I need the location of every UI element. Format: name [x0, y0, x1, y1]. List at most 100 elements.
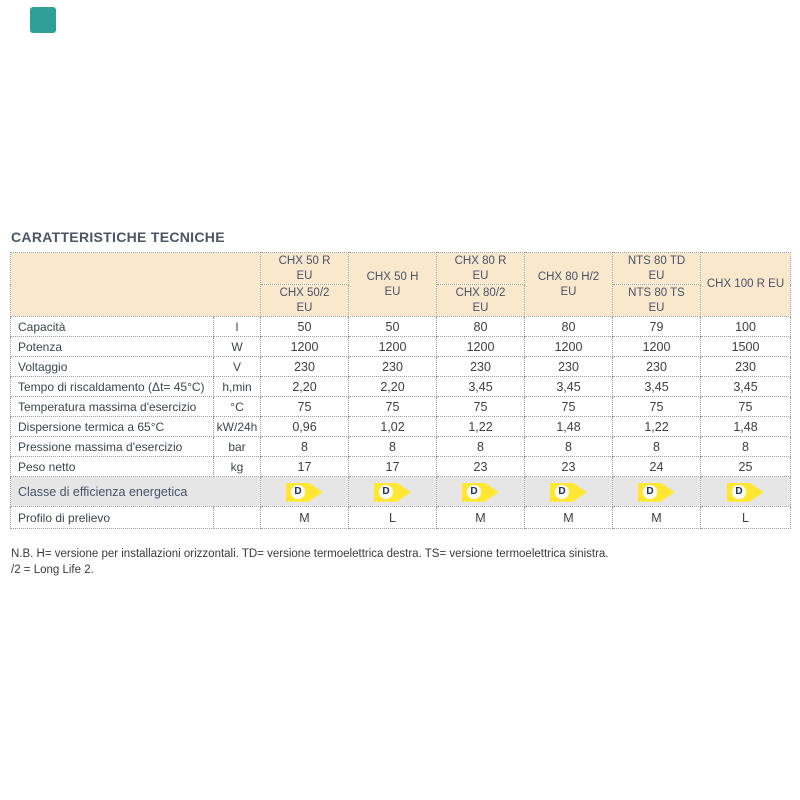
cell-value: 75 [260, 396, 349, 417]
cell-value: 8 [260, 436, 349, 457]
energy-badge-cell: D [612, 476, 701, 507]
cell-value: 8 [700, 436, 791, 457]
column-header-chx-80-h2: CHX 80 H/2 EU [524, 252, 613, 317]
cell-value: 80 [524, 316, 613, 337]
cell-value: 3,45 [524, 376, 613, 397]
column-header-nts-80-td: NTS 80 TD EU [612, 252, 701, 285]
cell-value: 23 [524, 456, 613, 477]
cell-value: 8 [348, 436, 437, 457]
cell-value: 1200 [436, 336, 525, 357]
column-header-nts-80-ts: NTS 80 TS EU [612, 284, 701, 317]
cell-value: 79 [612, 316, 701, 337]
row-unit [213, 506, 261, 529]
column-header-chx-50-2: CHX 50/2 EU [260, 284, 349, 317]
table-row-capacita: Capacità l 50 50 80 80 79 100 [10, 316, 791, 337]
header-row-bottom: CHX 50/2 EU CHX 80/2 EU NTS 80 TS EU [11, 284, 791, 317]
cell-value: 2,20 [260, 376, 349, 397]
row-unit: kW/24h [213, 416, 261, 437]
cell-value: 17 [260, 456, 349, 477]
cell-value: M [436, 506, 525, 529]
row-label: Pressione massima d'esercizio [10, 436, 214, 457]
cell-value: 1500 [700, 336, 791, 357]
column-header-chx-50-h: CHX 50 H EU [348, 252, 437, 317]
table-row-temperatura-massima: Temperatura massima d'esercizio °C 75 75… [10, 396, 791, 417]
energy-class-letter: D [555, 485, 569, 500]
cell-value: 75 [612, 396, 701, 417]
cell-value: 1,48 [524, 416, 613, 437]
energy-class-label: Classe di efficienza energetica [10, 476, 261, 507]
column-header-chx-80-2: CHX 80/2 EU [436, 284, 525, 317]
energy-class-letter: D [379, 485, 393, 500]
cell-value: 75 [700, 396, 791, 417]
row-label: Potenza [10, 336, 214, 357]
cell-value: 80 [436, 316, 525, 337]
cell-value: 8 [436, 436, 525, 457]
table-row-pressione-massima: Pressione massima d'esercizio bar 8 8 8 … [10, 436, 791, 457]
cell-value: 3,45 [612, 376, 701, 397]
row-unit: h,min [213, 376, 261, 397]
cell-value: M [260, 506, 349, 529]
cell-value: 1,22 [612, 416, 701, 437]
cell-value: 230 [612, 356, 701, 377]
energy-badge-cell: D [700, 476, 791, 507]
cell-value: 8 [612, 436, 701, 457]
cell-value: 230 [348, 356, 437, 377]
header-row-top: CHX 50 R EU CHX 50 H EU CHX 80 R EU CHX … [10, 252, 791, 317]
cell-value: 50 [260, 316, 349, 337]
energy-class-letter: D [643, 485, 657, 500]
cell-value: 0,96 [260, 416, 349, 437]
cell-value: 230 [524, 356, 613, 377]
cell-value: M [524, 506, 613, 529]
cell-value: 1200 [612, 336, 701, 357]
cell-value: 24 [612, 456, 701, 477]
table-row-potenza: Potenza W 1200 1200 1200 1200 1200 1500 [10, 336, 791, 357]
cell-value: 75 [436, 396, 525, 417]
footnote-line-2: /2 = Long Life 2. [11, 564, 94, 576]
cell-value: 50 [348, 316, 437, 337]
cell-value: 75 [524, 396, 613, 417]
row-label: Voltaggio [10, 356, 214, 377]
row-unit: V [213, 356, 261, 377]
cell-value: 3,45 [436, 376, 525, 397]
cell-value: 17 [348, 456, 437, 477]
logo-square [30, 7, 56, 33]
energy-badge-cell: D [260, 476, 349, 507]
cell-value: L [700, 506, 791, 529]
footnote-line-1: N.B. H= versione per installazioni orizz… [11, 548, 609, 560]
energy-class-d-badge: D [286, 482, 323, 502]
cell-value: 230 [260, 356, 349, 377]
table-row-peso-netto: Peso netto kg 17 17 23 23 24 25 [10, 456, 791, 477]
cell-value: 1200 [524, 336, 613, 357]
row-label: Capacità [10, 316, 214, 337]
cell-value: 1200 [260, 336, 349, 357]
page-title: CARATTERISTICHE TECNICHE [11, 229, 225, 245]
row-unit: kg [213, 456, 261, 477]
cell-value: 1,22 [436, 416, 525, 437]
column-header-chx-50-r: CHX 50 R EU [260, 252, 349, 285]
energy-class-d-badge: D [550, 482, 587, 502]
header-corner-cell [10, 252, 261, 317]
row-label: Tempo di riscaldamento (Δt= 45°C) [10, 376, 214, 397]
energy-class-d-badge: D [462, 482, 499, 502]
energy-class-letter: D [732, 485, 746, 500]
table-row-tempo-riscaldamento: Tempo di riscaldamento (Δt= 45°C) h,min … [10, 376, 791, 397]
energy-class-d-badge: D [374, 482, 411, 502]
cell-value: 100 [700, 316, 791, 337]
energy-class-letter: D [467, 485, 481, 500]
row-label: Dispersione termica a 65°C [10, 416, 214, 437]
cell-value: 230 [436, 356, 525, 377]
cell-value: 2,20 [348, 376, 437, 397]
table-row-profilo-prelievo: Profilo di prelievo M L M M M L [10, 506, 791, 529]
cell-value: 8 [524, 436, 613, 457]
table-row-classe-efficienza: Classe di efficienza energetica D D D D … [10, 476, 791, 507]
cell-value: 1,02 [348, 416, 437, 437]
footnote: N.B. H= versione per installazioni orizz… [11, 546, 781, 578]
cell-value: 75 [348, 396, 437, 417]
spec-table: CHX 50 R EU CHX 50 H EU CHX 80 R EU CHX … [10, 252, 791, 529]
row-label: Peso netto [10, 456, 214, 477]
energy-badge-cell: D [436, 476, 525, 507]
energy-class-d-badge: D [638, 482, 675, 502]
row-label: Profilo di prelievo [10, 506, 214, 529]
row-label: Temperatura massima d'esercizio [10, 396, 214, 417]
row-unit: W [213, 336, 261, 357]
